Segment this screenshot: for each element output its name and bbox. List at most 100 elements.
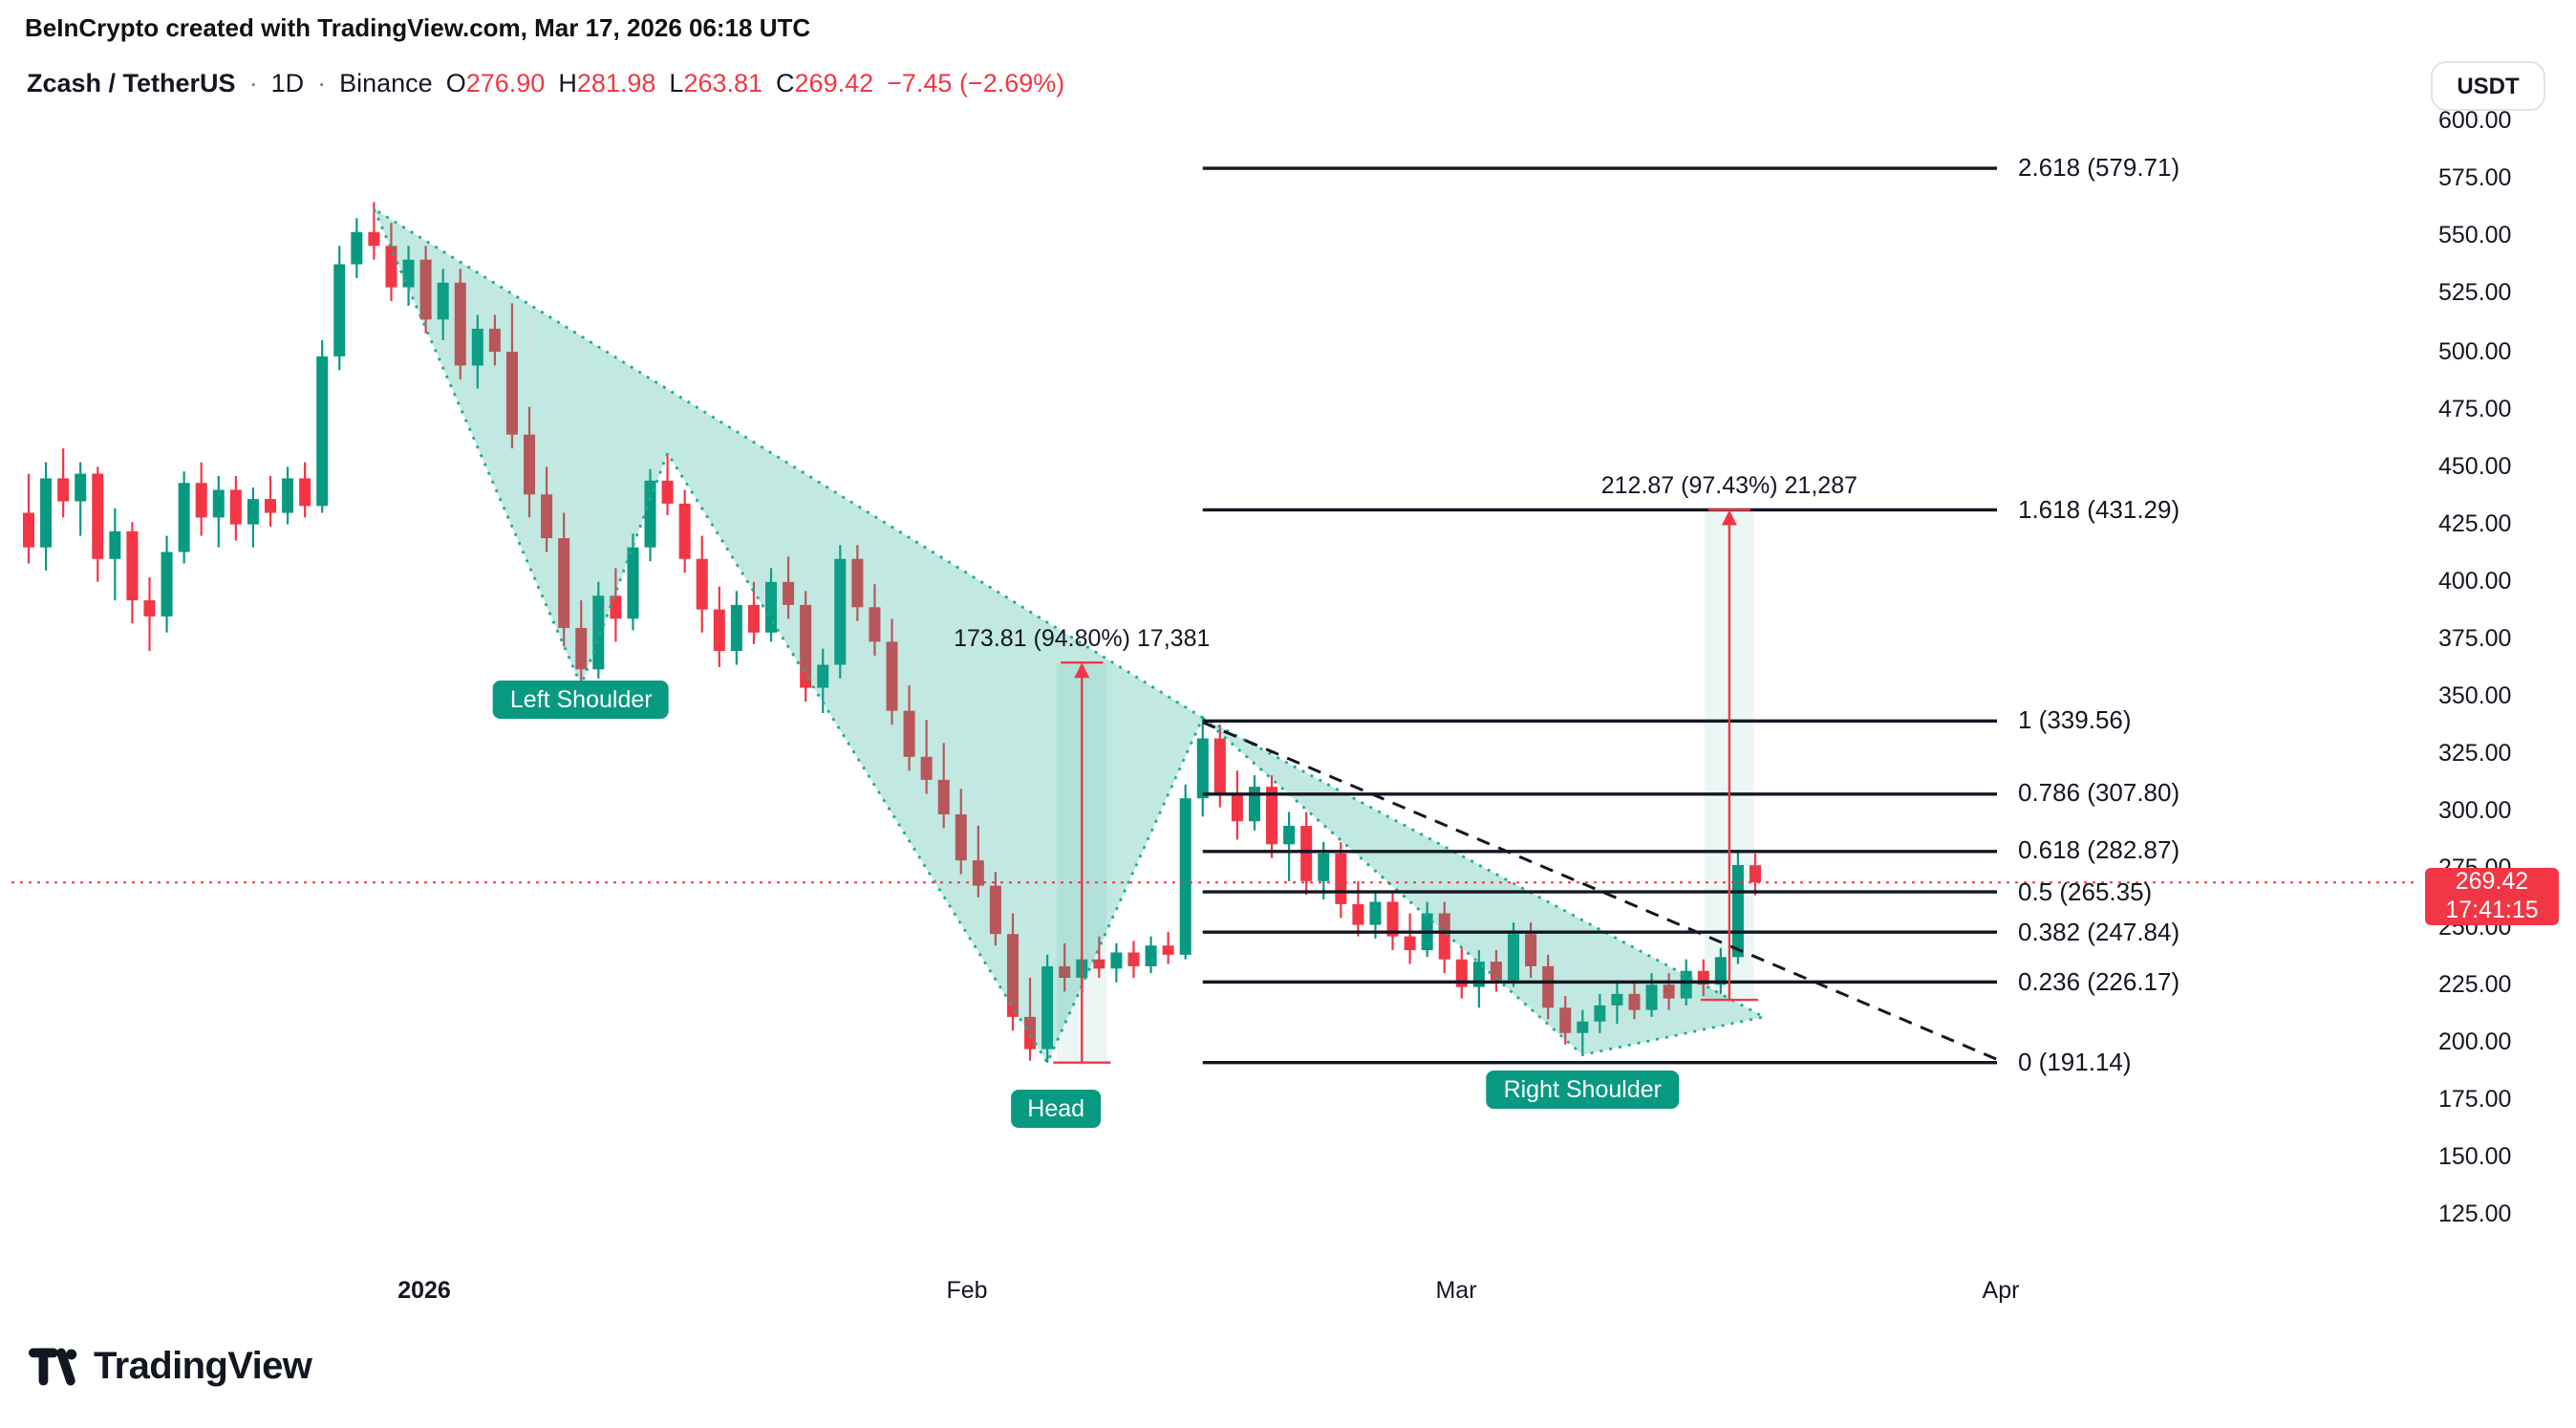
fib-level-label[interactable]: 0.382 (247.84) — [2018, 917, 2180, 946]
candle-body — [161, 552, 173, 617]
measure-label: 173.81 (94.80%) 17,381 — [954, 624, 1211, 652]
fib-level-label[interactable]: 2.618 (579.71) — [2018, 153, 2180, 183]
fib-level-label[interactable]: 0.618 (282.87) — [2018, 835, 2180, 865]
neckline-dashed-trendline — [1202, 721, 2004, 1064]
candle-body — [610, 595, 622, 619]
price-tick: 475.00 — [2438, 395, 2512, 422]
candle-body — [834, 558, 847, 665]
candle-body — [713, 609, 725, 652]
price-tick: 150.00 — [2438, 1142, 2512, 1170]
price-tick: 575.00 — [2438, 164, 2512, 192]
candle-body — [575, 627, 588, 670]
candle-body — [644, 480, 656, 548]
candle-body — [333, 264, 346, 357]
ohlc-high: H281.98 — [558, 69, 656, 97]
candle-body — [1059, 965, 1071, 978]
head-and-shoulders-left-pattern — [372, 207, 1205, 1065]
candle-body — [488, 328, 501, 352]
candle-body — [783, 581, 795, 605]
candle-body — [1404, 936, 1416, 951]
pattern-label-head[interactable]: Head — [1010, 1090, 1103, 1129]
time-tick-mar: Mar — [1435, 1277, 1477, 1304]
candle-body — [1714, 957, 1727, 985]
ohlc-open: O276.90 — [445, 69, 546, 97]
candle-body — [471, 328, 483, 366]
fib-level-label[interactable]: 0.786 (307.80) — [2018, 778, 2180, 808]
pattern-label-right-shoulder[interactable]: Right Shoulder — [1486, 1070, 1679, 1109]
price-tick: 500.00 — [2438, 337, 2512, 364]
change-value: −7.45 (−2.69%) — [887, 69, 1065, 97]
price-axis[interactable]: 600.00 575.00 550.00 525.00 500.00 475.00 450.… — [2419, 0, 2576, 1338]
candle-body — [800, 604, 812, 688]
candle-body — [869, 607, 881, 642]
candle-body — [1318, 853, 1330, 881]
candle-body — [1006, 934, 1019, 1017]
candle-body — [989, 885, 1001, 935]
candle-body — [23, 512, 34, 548]
candle-body — [1386, 901, 1399, 937]
candle-body — [1559, 1007, 1572, 1033]
fib-level-label[interactable]: 0.5 (265.35) — [2018, 876, 2153, 906]
exchange-label: Binance — [339, 69, 433, 97]
price-tick: 600.00 — [2438, 107, 2512, 135]
candle-body — [851, 558, 864, 608]
candle-body — [195, 483, 207, 518]
candle-body — [541, 494, 553, 539]
fib-level-label[interactable]: 0.236 (226.17) — [2018, 966, 2180, 996]
head-and-shoulders-right-pattern — [1201, 716, 1766, 1057]
candle-body — [1663, 984, 1675, 999]
candle-body — [1577, 1021, 1589, 1033]
ohlc-low: L263.81 — [669, 69, 763, 97]
candle-body — [126, 530, 139, 601]
candle-body — [1645, 984, 1658, 1010]
candle-body — [229, 489, 242, 525]
measure-arrow-head — [1721, 509, 1737, 526]
candle-body — [678, 503, 691, 559]
candle-body — [627, 547, 639, 619]
price-tick: 450.00 — [2438, 452, 2512, 480]
candle-body — [1127, 952, 1140, 966]
separator: · — [248, 69, 258, 97]
candle-body — [299, 478, 311, 507]
candle-body — [955, 814, 967, 861]
price-tick: 200.00 — [2438, 1028, 2512, 1055]
candle-body — [1369, 901, 1382, 925]
time-tick-feb: Feb — [946, 1277, 988, 1304]
fib-level-label[interactable]: 1 (339.56) — [2018, 705, 2132, 735]
candle-body — [264, 499, 276, 513]
tradingview-logo-icon — [29, 1348, 77, 1386]
symbol-header: Zcash / TetherUS · 1D · Binance O276.90 … — [27, 69, 1064, 97]
candle-body — [212, 489, 225, 518]
time-axis[interactable]: 2026 Feb Mar Apr — [0, 1262, 2576, 1327]
candle-body — [1231, 793, 1243, 822]
candle-body — [886, 641, 898, 711]
candle-body — [437, 282, 449, 320]
candle-body — [1628, 993, 1641, 1010]
pattern-label-left-shoulder[interactable]: Left Shoulder — [492, 680, 670, 719]
candle-body — [351, 231, 363, 265]
candle-body — [1438, 913, 1450, 960]
candle-body — [316, 356, 329, 507]
price-tick: 300.00 — [2438, 797, 2512, 825]
price-tick: 550.00 — [2438, 222, 2512, 249]
ohlc-close: C269.42 — [776, 69, 874, 97]
candle-body — [419, 259, 432, 320]
candle-body — [1525, 934, 1537, 966]
symbol-name[interactable]: Zcash / TetherUS — [27, 69, 236, 97]
candle-body — [1750, 865, 1761, 883]
candle-body — [1266, 787, 1278, 845]
fib-level-label[interactable]: 1.618 (431.29) — [2018, 494, 2180, 524]
currency-toggle-button[interactable]: USDT — [2431, 61, 2545, 111]
price-tick: 375.00 — [2438, 625, 2512, 652]
candle-body — [109, 530, 121, 559]
candle-body — [1213, 738, 1226, 794]
interval-label[interactable]: 1D — [270, 69, 305, 97]
candle-body — [1162, 945, 1174, 955]
candle-body — [765, 581, 778, 633]
separator: · — [317, 69, 327, 97]
candle-body — [1041, 965, 1054, 1049]
time-tick-2026: 2026 — [397, 1277, 451, 1304]
tradingview-logo[interactable]: TradingView — [29, 1344, 312, 1390]
fib-level-label[interactable]: 0 (191.14) — [2018, 1047, 2132, 1076]
